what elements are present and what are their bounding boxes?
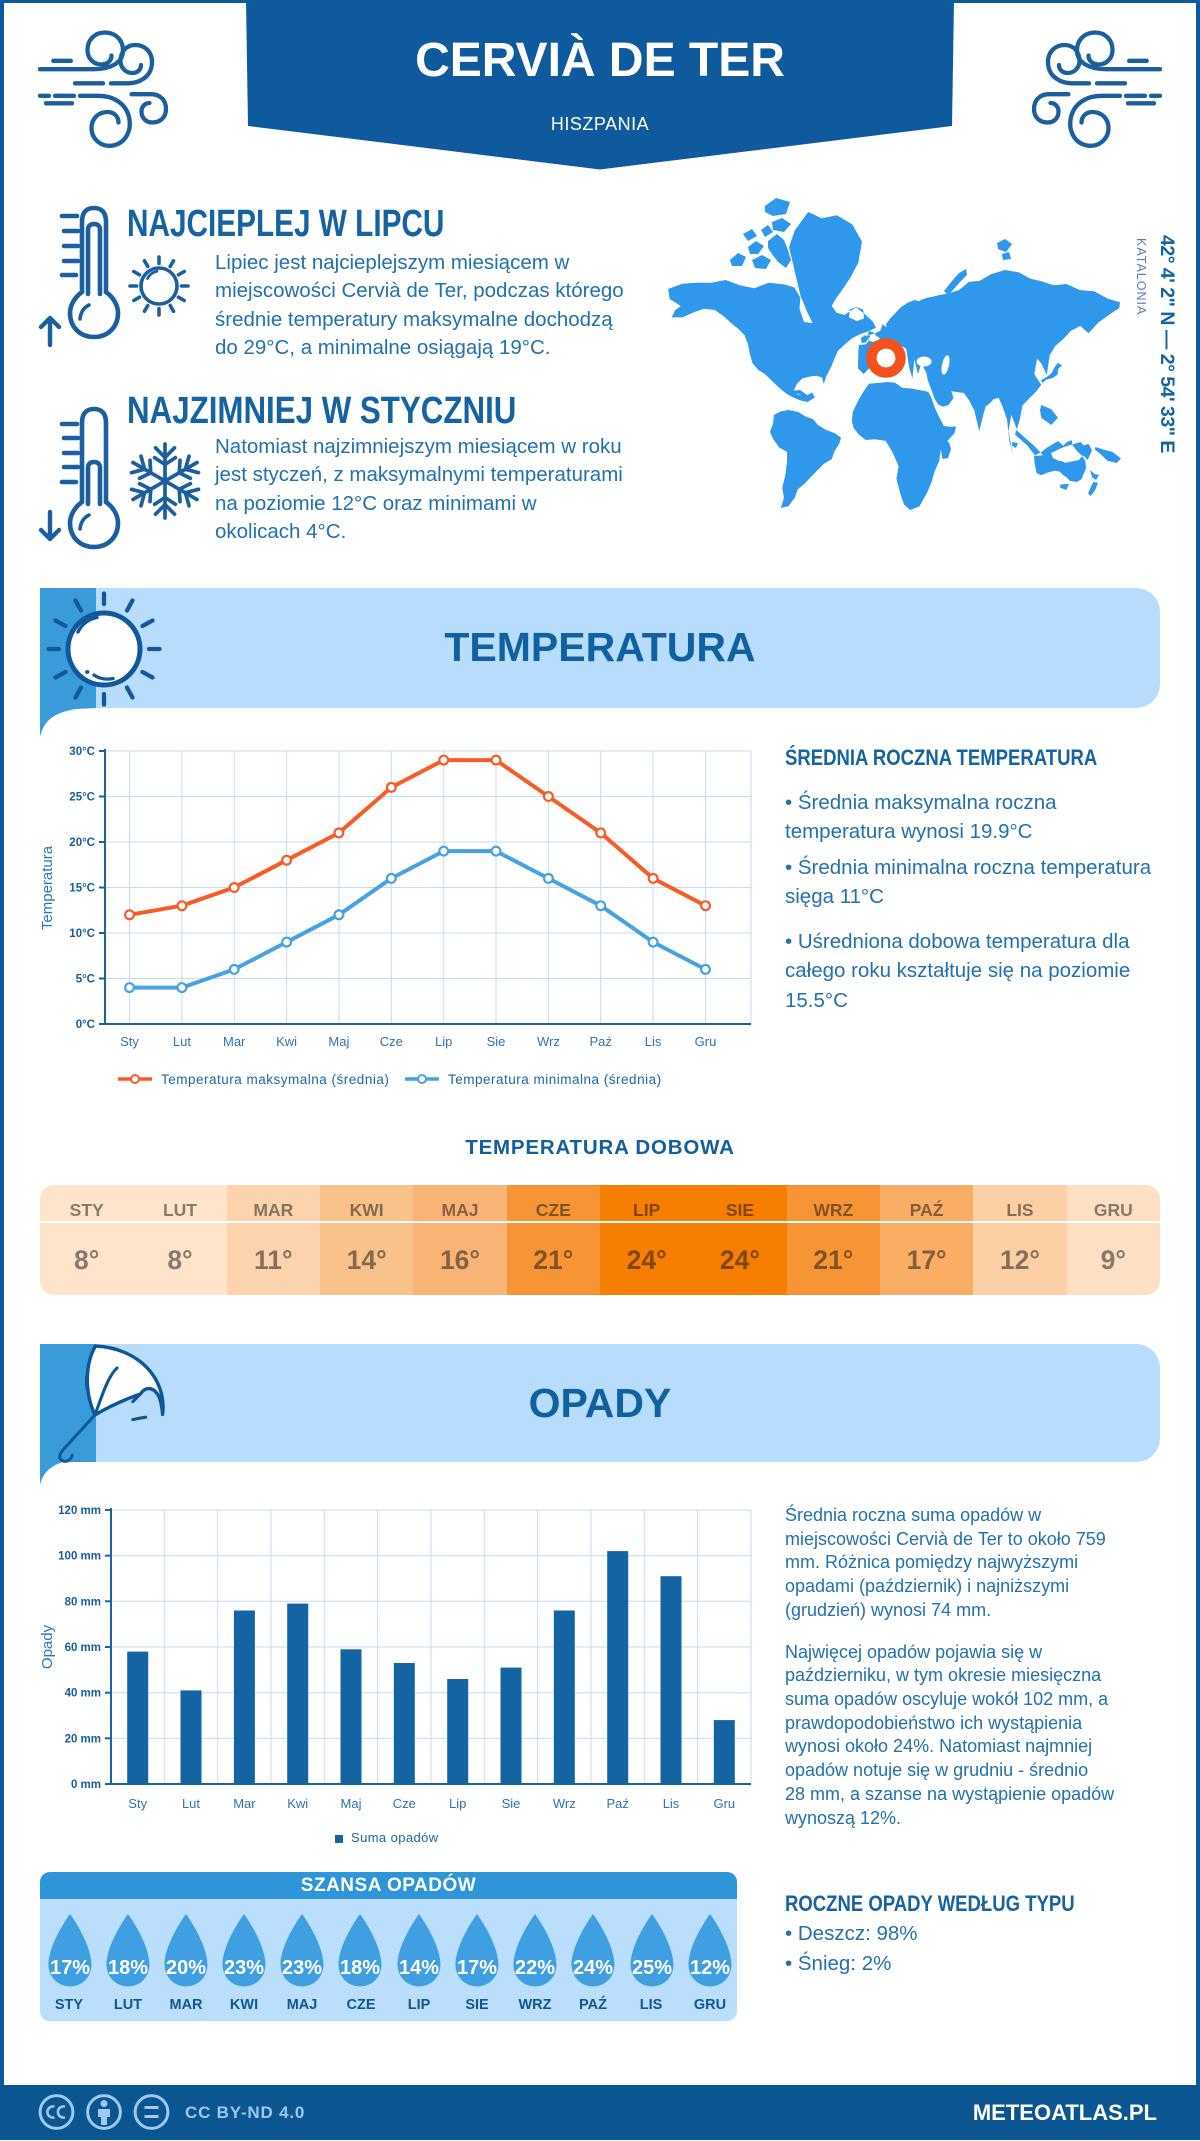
svg-text:Temperatura minimalna (średnia: Temperatura minimalna (średnia) [448,1072,662,1087]
svg-text:Cze: Cze [393,1796,416,1811]
svg-text:Maj: Maj [341,1796,362,1811]
svg-text:Wrz: Wrz [553,1796,576,1811]
svg-text:23%: 23% [282,1957,322,1979]
svg-text:23%: 23% [224,1957,264,1979]
svg-text:Sie: Sie [487,1034,506,1049]
svg-text:17%: 17% [457,1957,497,1979]
svg-text:Mar: Mar [233,1796,256,1811]
svg-text:Cze: Cze [380,1034,403,1049]
svg-text:30°C: 30°C [69,746,95,758]
svg-text:10°C: 10°C [69,928,95,940]
svg-text:Lut: Lut [182,1796,200,1811]
svg-text:20°C: 20°C [69,837,95,849]
svg-text:120 mm: 120 mm [58,1505,101,1517]
svg-text:24%: 24% [573,1957,613,1979]
svg-text:14%: 14% [399,1957,439,1979]
svg-text:Paź: Paź [606,1796,628,1811]
svg-text:5°C: 5°C [76,974,95,986]
svg-text:25%: 25% [632,1957,672,1979]
svg-text:Sty: Sty [128,1796,147,1811]
svg-text:15°C: 15°C [69,883,95,895]
svg-text:18%: 18% [108,1957,148,1979]
svg-text:Lip: Lip [449,1796,466,1811]
svg-text:Lis: Lis [645,1034,662,1049]
svg-text:Lis: Lis [663,1796,680,1811]
svg-text:Sie: Sie [502,1796,521,1811]
svg-text:Gru: Gru [713,1796,735,1811]
svg-text:Temperatura maksymalna (średni: Temperatura maksymalna (średnia) [161,1072,389,1087]
svg-text:Kwi: Kwi [287,1796,308,1811]
svg-text:40 mm: 40 mm [65,1688,101,1700]
svg-text:80 mm: 80 mm [65,1596,101,1608]
svg-text:0 mm: 0 mm [71,1779,101,1791]
svg-text:Opady: Opady [40,1624,56,1669]
svg-text:Temperatura: Temperatura [40,845,56,930]
svg-text:Lip: Lip [435,1034,452,1049]
svg-text:18%: 18% [340,1957,380,1979]
svg-text:60 mm: 60 mm [65,1642,101,1654]
svg-text:0°C: 0°C [76,1019,95,1031]
svg-text:Paź: Paź [589,1034,611,1049]
svg-text:Lut: Lut [173,1034,191,1049]
svg-text:Mar: Mar [223,1034,246,1049]
svg-text:100 mm: 100 mm [58,1551,101,1563]
svg-text:Suma opadów: Suma opadów [351,1830,439,1845]
svg-text:22%: 22% [515,1957,555,1979]
svg-text:20%: 20% [166,1957,206,1979]
svg-text:12%: 12% [690,1957,730,1979]
svg-text:Wrz: Wrz [537,1034,560,1049]
svg-text:Sty: Sty [120,1034,139,1049]
svg-text:Kwi: Kwi [276,1034,297,1049]
svg-text:Maj: Maj [328,1034,349,1049]
svg-text:17%: 17% [50,1957,90,1979]
svg-text:20 mm: 20 mm [65,1733,101,1745]
svg-text:25°C: 25°C [69,792,95,804]
svg-text:Gru: Gru [695,1034,717,1049]
